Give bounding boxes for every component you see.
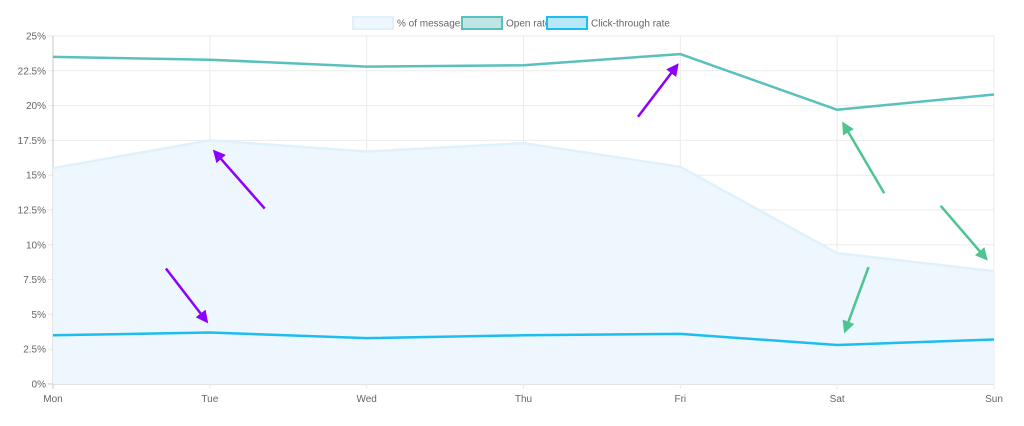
annotation-arrow (842, 121, 886, 194)
y-tick-label: 5% (32, 310, 47, 321)
y-tick-label: 0% (32, 380, 47, 391)
legend-item[interactable]: Open rate (461, 16, 551, 30)
data-point[interactable] (365, 336, 369, 340)
legend[interactable]: % of messages Open rate Click-through rate (352, 16, 670, 30)
x-tick-label: Mon (43, 394, 62, 405)
y-tick-label: 2.5% (23, 345, 46, 356)
x-tick-label: Thu (515, 394, 532, 405)
y-tick-label: 17.5% (18, 136, 46, 147)
y-tick-label: 15% (26, 171, 46, 182)
annotation-arrow (842, 266, 870, 334)
axes: 0% 2.5% 5% 7.5% 10% 12.5% 15% 17.5% 20% 22.5% 25% M… (18, 32, 1003, 406)
data-point[interactable] (522, 333, 526, 337)
y-tick-label: 25% (26, 32, 46, 43)
data-point[interactable] (992, 269, 996, 273)
data-point[interactable] (208, 138, 212, 142)
x-tick-label: Sat (830, 394, 845, 405)
legend-label: Click-through rate (591, 19, 670, 30)
data-point[interactable] (678, 165, 682, 169)
annotation-arrow (212, 149, 266, 210)
data-point[interactable] (522, 63, 526, 67)
annotations (164, 63, 988, 334)
data-point[interactable] (992, 337, 996, 341)
data-point[interactable] (835, 343, 839, 347)
legend-item[interactable]: Click-through rate (546, 16, 670, 30)
legend-swatch (352, 16, 394, 30)
series-line-click-through-rate (52, 331, 995, 347)
data-point[interactable] (522, 141, 526, 145)
x-tick-label: Tue (201, 394, 218, 405)
legend-item[interactable]: % of messages (352, 16, 465, 30)
annotation-arrow (164, 267, 209, 324)
data-point[interactable] (208, 330, 212, 334)
data-point[interactable] (678, 52, 682, 56)
data-point[interactable] (208, 58, 212, 62)
y-tick-label: 12.5% (18, 206, 46, 217)
data-point[interactable] (51, 333, 55, 337)
x-tick-label: Wed (356, 394, 376, 405)
data-point[interactable] (992, 92, 996, 96)
series-area-fill (53, 140, 994, 384)
series-line-open-rate (52, 52, 995, 112)
data-point[interactable] (365, 150, 369, 154)
series-group (51, 52, 996, 384)
data-point[interactable] (835, 108, 839, 112)
annotation-arrow (939, 205, 988, 261)
x-tick-label: Sun (985, 394, 1003, 405)
data-point[interactable] (51, 55, 55, 59)
data-point[interactable] (835, 251, 839, 255)
legend-label: % of messages (397, 19, 465, 30)
x-tick-label: Fri (674, 394, 686, 405)
y-tick-label: 10% (26, 240, 46, 251)
series-line-messages (52, 139, 995, 273)
annotation-arrow (636, 63, 679, 118)
y-tick-label: 7.5% (23, 275, 46, 286)
data-point[interactable] (365, 65, 369, 69)
legend-swatch (461, 16, 503, 30)
legend-label: Open rate (506, 19, 551, 30)
data-point[interactable] (678, 332, 682, 336)
y-tick-label: 22.5% (18, 66, 46, 77)
y-tick-label: 20% (26, 101, 46, 112)
legend-swatch (546, 16, 588, 30)
data-point[interactable] (51, 166, 55, 170)
